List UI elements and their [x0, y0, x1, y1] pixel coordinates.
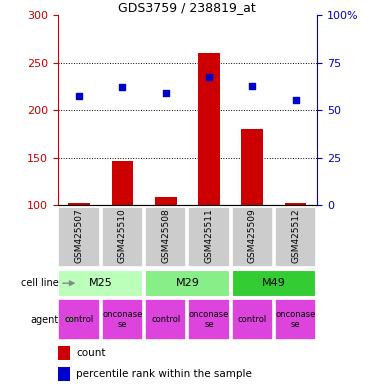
Bar	[145, 270, 230, 297]
Text: GSM425509: GSM425509	[248, 209, 257, 263]
Bar	[232, 299, 273, 341]
Bar	[232, 207, 273, 267]
Text: onconase
se: onconase se	[275, 310, 316, 329]
Bar	[102, 207, 143, 267]
Bar	[198, 53, 220, 205]
Bar	[58, 367, 70, 381]
Text: count: count	[76, 348, 106, 358]
Text: GSM425508: GSM425508	[161, 209, 170, 263]
Text: percentile rank within the sample: percentile rank within the sample	[76, 369, 252, 379]
Bar	[112, 161, 133, 205]
Bar	[275, 299, 316, 341]
Text: GSM425510: GSM425510	[118, 209, 127, 263]
Text: onconase
se: onconase se	[102, 310, 142, 329]
Text: M29: M29	[175, 278, 199, 288]
Bar	[58, 207, 100, 267]
Bar	[58, 346, 70, 360]
Bar	[275, 207, 316, 267]
Bar	[58, 299, 100, 341]
Point	[119, 84, 125, 90]
Text: control: control	[151, 315, 180, 324]
Bar	[58, 270, 143, 297]
Point	[163, 90, 169, 96]
Bar	[145, 299, 187, 341]
Bar	[188, 207, 230, 267]
Bar	[242, 129, 263, 205]
Point	[293, 97, 299, 103]
Text: cell line: cell line	[21, 278, 58, 288]
Point	[206, 74, 212, 80]
Bar	[68, 203, 90, 205]
Bar	[145, 207, 187, 267]
Text: M25: M25	[89, 278, 113, 288]
Bar	[155, 197, 177, 205]
Point	[249, 83, 255, 89]
Text: GSM425512: GSM425512	[291, 209, 300, 263]
Bar	[188, 299, 230, 341]
Text: agent: agent	[30, 314, 58, 325]
Title: GDS3759 / 238819_at: GDS3759 / 238819_at	[118, 1, 256, 14]
Text: control: control	[238, 315, 267, 324]
Bar	[285, 203, 306, 205]
Point	[76, 93, 82, 99]
Text: GSM425507: GSM425507	[75, 209, 83, 263]
Text: onconase
se: onconase se	[189, 310, 229, 329]
Text: M49: M49	[262, 278, 286, 288]
Bar	[102, 299, 143, 341]
Bar	[232, 270, 316, 297]
Text: GSM425511: GSM425511	[204, 209, 213, 263]
Text: control: control	[65, 315, 94, 324]
